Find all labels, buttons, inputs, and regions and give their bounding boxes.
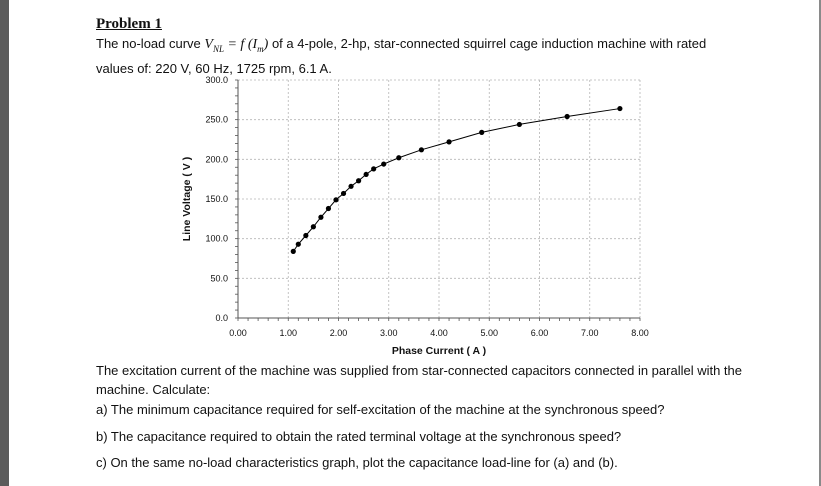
intro-paragraph: The no-load curve VNL = f (Im) of a 4-po… xyxy=(96,34,796,78)
y-tick-label: 150.0 xyxy=(205,194,228,204)
window-left-edge xyxy=(0,0,9,486)
data-point xyxy=(303,232,309,239)
data-point xyxy=(381,161,387,167)
x-tick-label: 5.00 xyxy=(480,328,498,338)
description-paragraph: The excitation current of the machine wa… xyxy=(96,363,743,397)
question-a: a) The minimum capacitance required for … xyxy=(96,402,665,417)
y-tick-label: 50.0 xyxy=(210,273,228,283)
x-axis-title: Phase Current ( A ) xyxy=(392,345,486,357)
question-b: b) The capacitance required to obtain th… xyxy=(96,429,622,444)
x-tick-label: 0.00 xyxy=(229,328,247,338)
data-point xyxy=(356,178,362,184)
y-tick-label: 100.0 xyxy=(205,234,228,244)
intro-text-after: of a 4-pole, 2-hp, star-connected squirr… xyxy=(268,36,707,51)
intro-text-before: The no-load curve xyxy=(96,36,205,51)
data-point xyxy=(617,105,623,112)
data-point xyxy=(396,155,402,161)
data-point xyxy=(310,224,316,230)
x-tick-label: 7.00 xyxy=(581,328,599,338)
y-tick-label: 250.0 xyxy=(205,115,228,125)
intro-line-2: values of: 220 V, 60 Hz, 1725 rpm, 6.1 A… xyxy=(96,60,332,76)
data-point xyxy=(363,171,369,178)
data-point xyxy=(333,197,339,203)
data-point xyxy=(479,129,485,135)
data-point xyxy=(325,205,332,212)
x-tick-label: 4.00 xyxy=(430,328,448,338)
equation: VNL = f (Im) xyxy=(204,37,269,54)
data-point xyxy=(318,214,324,220)
data-point xyxy=(446,139,452,145)
data-point xyxy=(418,147,425,153)
data-point xyxy=(516,121,522,128)
window-right-edge xyxy=(819,0,821,486)
data-point xyxy=(371,166,377,172)
x-tick-label: 1.00 xyxy=(279,328,297,338)
series-line xyxy=(292,108,620,252)
data-point xyxy=(295,241,301,247)
no-load-curve-chart: 0.00 1.00 2.00 3.00 4.00 5.00 6.00 7.00 8.00 0.0 5… xyxy=(181,75,649,357)
y-tick-label: 200.0 xyxy=(205,154,228,164)
data-point xyxy=(290,248,296,254)
data-point xyxy=(564,113,570,120)
data-point xyxy=(348,183,354,189)
x-tick-label: 3.00 xyxy=(380,328,398,338)
y-axis-title: Line Voltage ( V ) xyxy=(181,157,193,241)
question-c: c) On the same no-load characteristics g… xyxy=(96,455,618,470)
problem-title: Problem 1 xyxy=(96,16,162,32)
x-tick-label: 2.00 xyxy=(330,328,348,338)
x-tick-label: 8.00 xyxy=(631,328,649,338)
y-tick-label: 0.0 xyxy=(215,313,228,323)
data-point xyxy=(340,190,347,197)
x-tick-label: 6.00 xyxy=(531,328,549,338)
y-tick-label: 300.0 xyxy=(205,75,228,85)
